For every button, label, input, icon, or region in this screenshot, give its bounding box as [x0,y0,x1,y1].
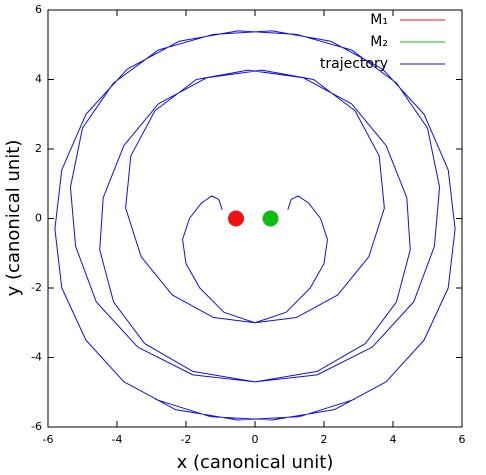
x-tick-label: 2 [321,433,328,446]
legend-label: M₁ [370,12,388,28]
body-marker [228,210,245,227]
legend-label: M₂ [370,34,388,50]
body-marker [262,210,279,227]
x-tick-label: -2 [181,433,192,446]
y-axis-label: y (canonical unit) [3,140,24,297]
y-tick-label: -4 [31,351,42,364]
x-axis-label: x (canonical unit) [177,452,334,473]
x-tick-label: -6 [43,433,54,446]
y-tick-label: 0 [35,212,42,225]
x-tick-label: -4 [112,433,123,446]
y-tick-label: 4 [35,73,42,86]
y-tick-label: 6 [35,3,42,16]
plot-frame [47,9,463,428]
y-tick-label: -6 [31,420,42,433]
x-tick-label: 4 [390,433,397,446]
x-tick-label: 0 [252,433,259,446]
y-tick-label: -2 [31,281,42,294]
x-tick-label: 6 [459,433,466,446]
trajectory-line [54,30,456,421]
y-tick-label: 2 [35,142,42,155]
legend-label: trajectory [320,56,388,72]
